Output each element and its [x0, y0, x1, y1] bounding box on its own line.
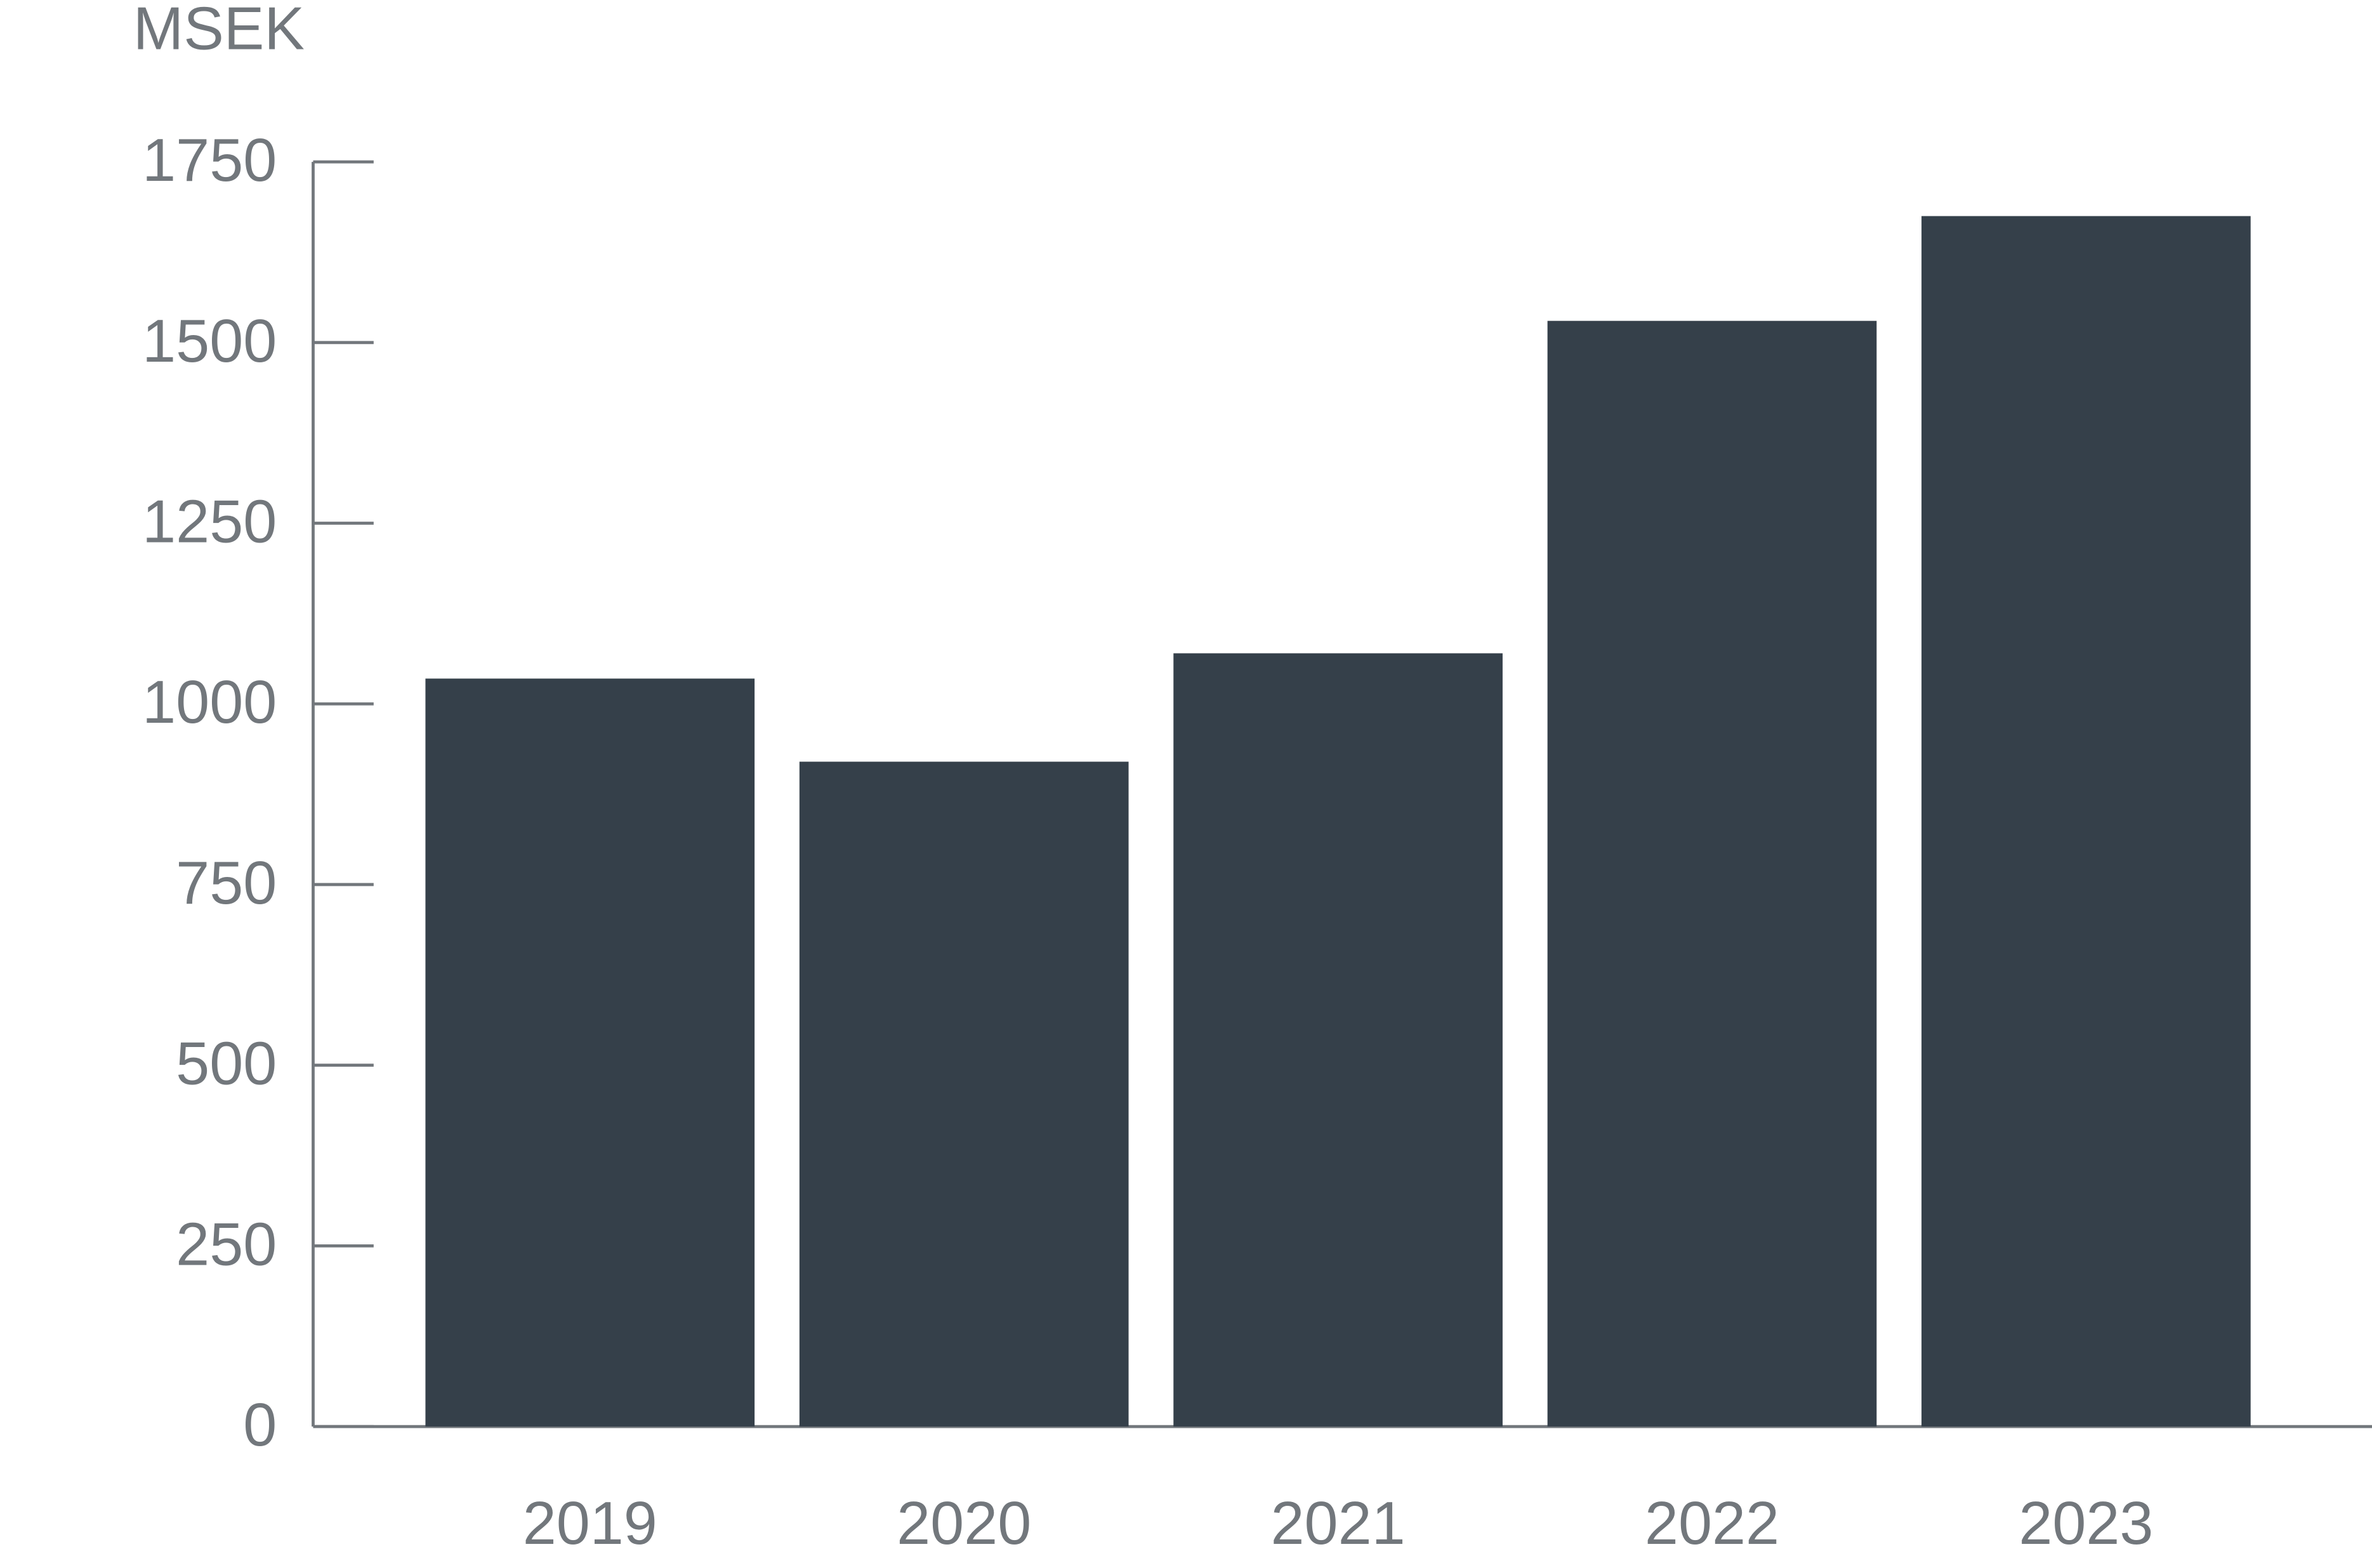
bar: [1547, 320, 1877, 1427]
bar: [1173, 653, 1503, 1427]
bar: [425, 678, 755, 1427]
bar: [799, 761, 1129, 1427]
y-tick-label: 750: [176, 850, 277, 917]
x-tick-label: 2021: [1271, 1490, 1406, 1557]
y-tick-label: 1500: [142, 308, 277, 375]
x-tick-label: 2020: [897, 1490, 1031, 1557]
bar: [1921, 216, 2251, 1427]
x-tick-label: 2019: [523, 1490, 657, 1557]
y-tick-label: 1000: [142, 669, 277, 736]
y-tick-label: 250: [176, 1211, 277, 1278]
x-tick-label: 2022: [1645, 1490, 1779, 1557]
x-tick-label: 2023: [2019, 1490, 2153, 1557]
y-tick-label: 1750: [142, 127, 277, 194]
y-tick-label: 1250: [142, 488, 277, 555]
y-axis-label: MSEK: [133, 0, 305, 63]
y-tick-label: 500: [176, 1031, 277, 1098]
y-tick-label: 0: [243, 1392, 277, 1459]
